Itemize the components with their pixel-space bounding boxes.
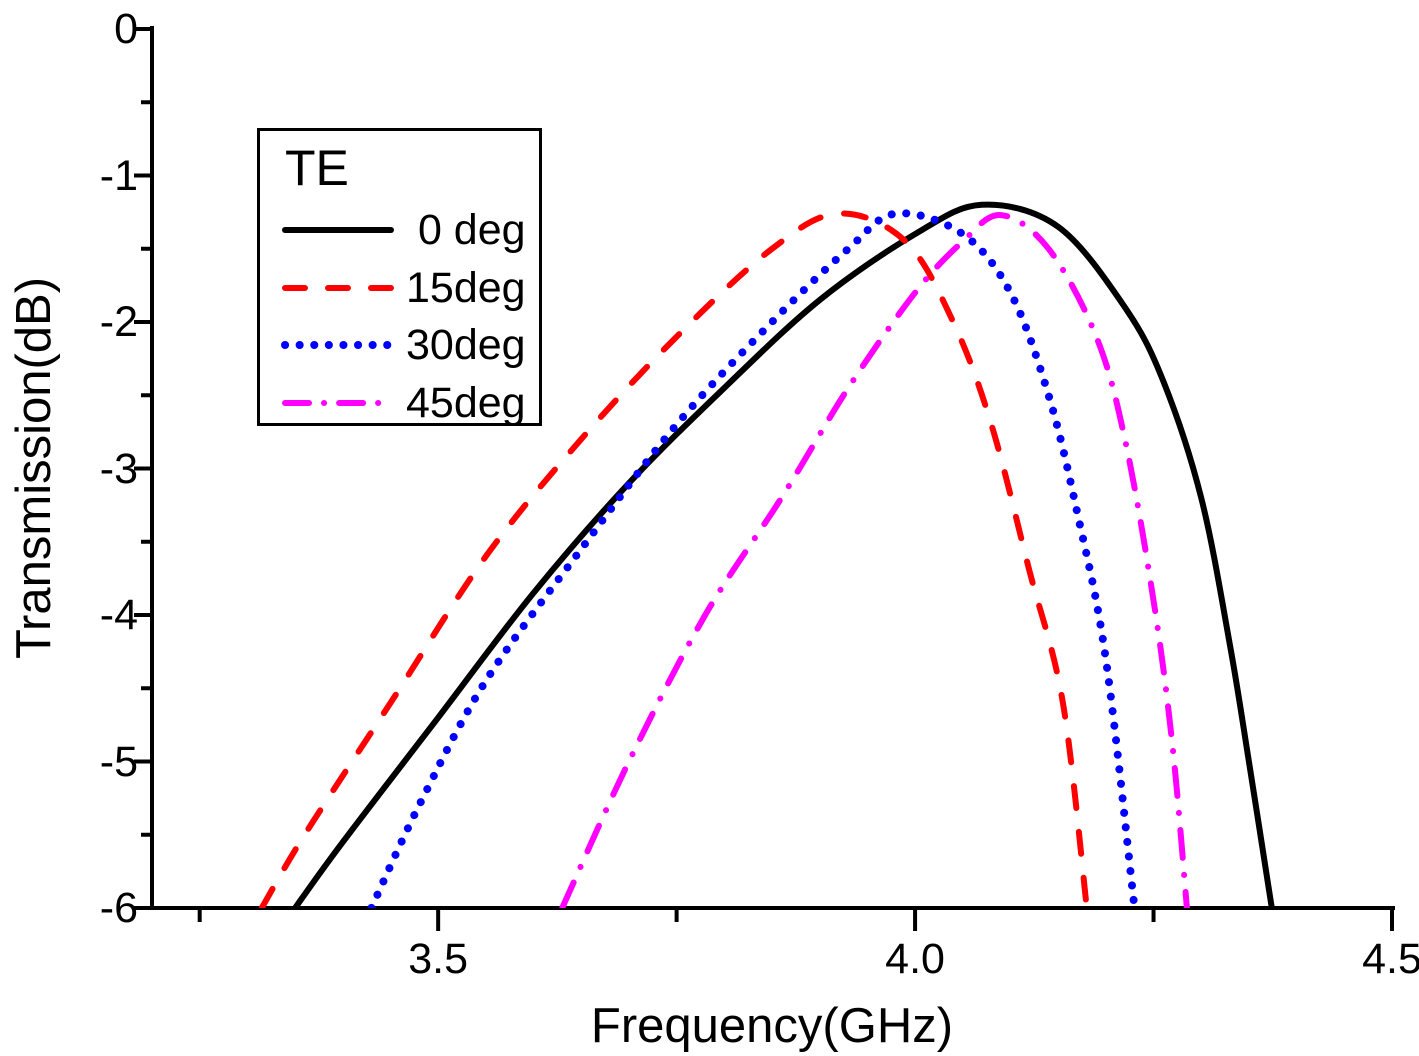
x-axis-title: Frequency(GHz) (590, 999, 954, 1053)
legend-line-dashdot-icon (282, 400, 394, 406)
y-tick-label: -4 (99, 591, 138, 639)
legend-label-15deg: 15deg (406, 263, 526, 312)
y-tick-label: -3 (99, 444, 138, 493)
y-tick-label: -6 (99, 884, 138, 932)
legend-line-dashed-icon (282, 285, 394, 291)
x-tick-label: 4.0 (885, 935, 945, 983)
legend-item-15deg: 15deg (280, 260, 535, 316)
legend-line-dotted-icon (281, 341, 395, 349)
legend-item-45deg: 45deg (280, 375, 535, 431)
y-tick-label: 0 (114, 5, 138, 53)
y-tick-label: -5 (99, 737, 138, 786)
legend-label-45deg: 45deg (406, 378, 526, 427)
legend-item-30deg: 30deg (280, 317, 535, 373)
legend-item-0deg: 0 deg (280, 202, 535, 258)
legend-title: TE (285, 140, 349, 196)
y-tick-label: -2 (99, 298, 138, 346)
series-curve-30deg (367, 209, 1139, 908)
legend-label-30deg: 30deg (406, 320, 526, 369)
series-curve-45deg (559, 212, 1190, 908)
x-tick-label: 3.5 (408, 935, 469, 983)
legend-line-solid-icon (282, 227, 394, 233)
legend-label-0deg: 0 deg (406, 205, 526, 254)
x-tick-label: 4.5 (1362, 935, 1419, 983)
legend: TE 0 deg 15deg 30deg 45deg (257, 128, 542, 427)
curves-layer (258, 201, 1275, 908)
y-tick-label: -1 (99, 151, 138, 200)
series-curve-15deg (258, 210, 1090, 908)
